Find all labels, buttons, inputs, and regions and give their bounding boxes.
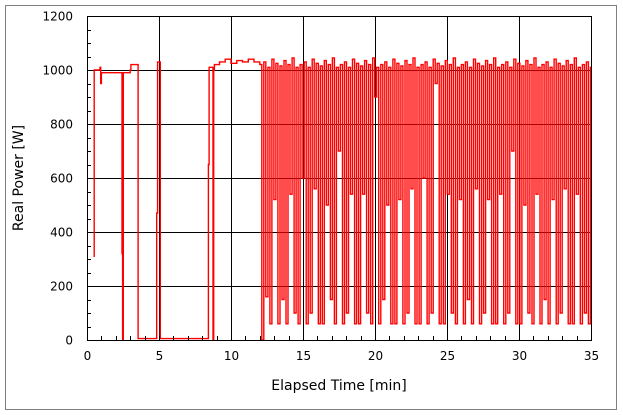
x-tick-label: 20 [368, 349, 383, 363]
y-tick-label: 400 [50, 226, 73, 240]
x-tick-label: 5 [156, 349, 164, 363]
x-tick-label: 35 [584, 349, 599, 363]
y-tick-label: 1200 [42, 10, 73, 24]
x-tick-label: 30 [512, 349, 527, 363]
x-tick-label: 10 [224, 349, 239, 363]
x-tick-label: 15 [296, 349, 311, 363]
ticks: 0 5 10 15 20 25 30 35 0 200 400 600 800 1000 1200 [42, 10, 599, 364]
series-group [93, 57, 592, 341]
y-tick-label: 600 [50, 172, 73, 186]
y-tick-label: 1000 [42, 64, 73, 78]
y-axis-label: Real Power [W] [11, 125, 27, 231]
y-tick-label: 0 [65, 334, 73, 348]
power-series-line [93, 57, 592, 341]
x-tick-label: 25 [440, 349, 455, 363]
y-tick-label: 200 [50, 280, 73, 294]
x-axis-label: Elapsed Time [min] [271, 378, 406, 394]
y-tick-label: 800 [50, 118, 73, 132]
x-tick-label: 0 [84, 349, 92, 363]
